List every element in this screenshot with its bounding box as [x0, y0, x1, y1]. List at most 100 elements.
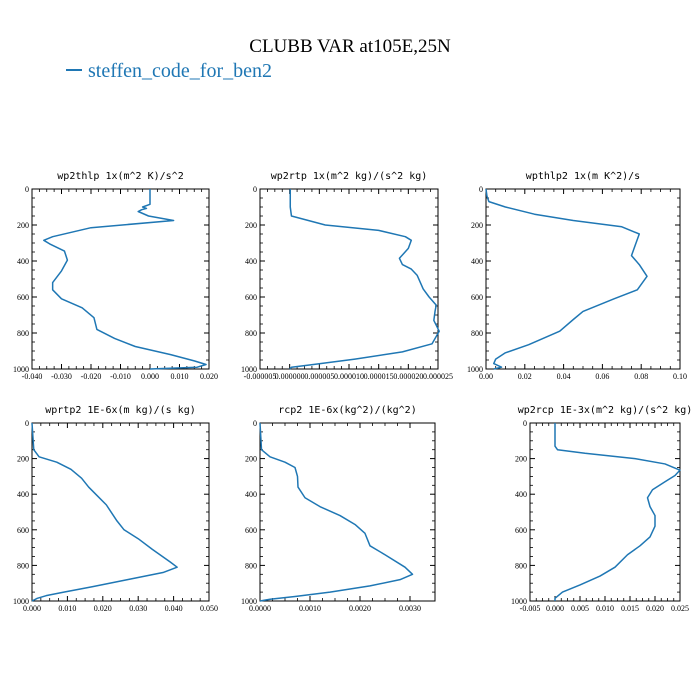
y-tick-label: 600: [245, 293, 257, 302]
x-tick-label: 0.050: [200, 604, 218, 613]
y-tick-label: 200: [515, 455, 527, 464]
x-tick-label: 0.015: [621, 604, 639, 613]
y-tick-label: 1000: [241, 597, 257, 606]
plot-frame: [485, 188, 681, 370]
x-tick-label: 0.0000: [249, 604, 271, 613]
subplot-5: rcp2 1E-6x(kg^2)/(kg^2) 0.0000 0.0010 0.002…: [241, 405, 436, 613]
x-tick-label: 0.000: [141, 372, 159, 381]
subplot-title: wp2thlp 1x(m^2 K)/s^2: [57, 171, 183, 182]
x-tick-label: 0.0010: [299, 604, 321, 613]
x-tick-label: 0.000: [23, 604, 41, 613]
legend-swatch: [66, 69, 82, 72]
y-tick-label: 800: [17, 561, 29, 570]
series-line: [43, 189, 207, 370]
y-tick-label: 600: [17, 526, 29, 535]
figure-title: CLUBB VAR at105E,25N: [249, 36, 451, 57]
y-tick-label: 600: [471, 293, 483, 302]
legend-label: steffen_code_for_ben2: [88, 60, 273, 82]
y-tick-label: 0: [253, 419, 257, 428]
plot-frame: [259, 422, 436, 602]
y-tick-label: 0: [479, 185, 483, 194]
y-tick-label: 400: [17, 490, 29, 499]
y-tick-label: 1000: [13, 365, 29, 374]
x-tick-label: 0.005: [571, 604, 589, 613]
y-tick-label: 400: [17, 257, 29, 266]
legend: steffen_code_for_ben2: [66, 60, 272, 83]
y-tick-label: 600: [17, 293, 29, 302]
series-line: [485, 188, 648, 370]
x-tick-label: -0.000005: [244, 372, 277, 381]
y-tick-label: 1000: [511, 597, 527, 606]
y-tick-label: 400: [245, 257, 257, 266]
series-line: [554, 423, 681, 601]
x-tick-label: 0.04: [557, 372, 571, 381]
x-tick-label: 0.020: [200, 372, 218, 381]
x-tick-label: 0.000005: [304, 372, 334, 381]
x-tick-label: 0.00: [479, 372, 493, 381]
series-line: [31, 422, 178, 602]
series-line: [289, 189, 440, 370]
x-tick-label: -0.010: [110, 372, 131, 381]
x-tick-label: 0.06: [595, 372, 609, 381]
y-tick-label: 200: [471, 221, 483, 230]
x-tick-label: 0.020: [646, 604, 664, 613]
y-tick-label: 1000: [467, 365, 483, 374]
x-tick-label: -0.020: [81, 372, 102, 381]
subplot-title: wpthlp2 1x(m K^2)/s: [526, 171, 640, 182]
x-tick-label: -0.040: [22, 372, 43, 381]
x-tick-label: 0.000015: [364, 372, 394, 381]
series-line: [259, 422, 414, 602]
y-tick-label: 600: [515, 526, 527, 535]
x-tick-label: 0.10: [673, 372, 687, 381]
y-tick-label: 200: [17, 221, 29, 230]
y-tick-label: 600: [245, 526, 257, 535]
x-tick-label: 0.000025: [423, 372, 453, 381]
y-tick-label: 200: [245, 221, 257, 230]
plot-frame: [529, 422, 681, 602]
x-tick-label: 0.000: [546, 604, 564, 613]
y-tick-label: 1000: [13, 597, 29, 606]
y-tick-label: 800: [245, 561, 257, 570]
subplot-title: wprtp2 1E-6x(m kg)/(s kg): [45, 405, 196, 416]
x-tick-label: 0.025: [671, 604, 689, 613]
x-tick-label: 0.000020: [393, 372, 423, 381]
subplot-title: wp2rtp 1x(m^2 kg)/(s^2 kg): [271, 171, 428, 182]
plot-frame: [31, 422, 210, 602]
y-tick-label: 800: [471, 329, 483, 338]
y-tick-label: 200: [17, 455, 29, 464]
y-tick-label: 0: [253, 185, 257, 194]
y-tick-label: 400: [471, 257, 483, 266]
y-tick-label: 800: [17, 329, 29, 338]
plot-frame: [31, 188, 210, 370]
x-tick-label: 0.010: [171, 372, 189, 381]
y-tick-label: 200: [245, 455, 257, 464]
x-tick-label: 0.0030: [399, 604, 421, 613]
y-tick-label: 400: [245, 490, 257, 499]
x-tick-label: 0.02: [518, 372, 532, 381]
x-tick-label: 0.000000: [275, 372, 305, 381]
x-tick-label: 0.010: [596, 604, 614, 613]
y-tick-label: 0: [25, 185, 29, 194]
subplot-title: rcp2 1E-6x(kg^2)/(kg^2): [278, 405, 416, 416]
x-tick-label: 0.000010: [334, 372, 364, 381]
x-tick-label: 0.040: [165, 604, 183, 613]
subplot-3: wpthlp2 1x(m K^2)/s 0.00 0.02 0.04 0.06 0.08 0…: [467, 171, 687, 381]
plot-frame: [259, 188, 439, 370]
x-tick-label: 0.08: [634, 372, 648, 381]
y-tick-label: 400: [515, 490, 527, 499]
x-tick-label: 0.030: [129, 604, 147, 613]
x-tick-label: -0.030: [51, 372, 72, 381]
x-tick-label: 0.0020: [349, 604, 371, 613]
y-tick-label: 800: [515, 561, 527, 570]
y-tick-label: 0: [25, 419, 29, 428]
y-tick-label: 800: [245, 329, 257, 338]
x-tick-label: 0.020: [94, 604, 112, 613]
y-tick-label: 0: [523, 419, 527, 428]
y-tick-label: 1000: [241, 365, 257, 374]
subplot-1: wp2thlp 1x(m^2 K)/s^2 -0.040 -0.030 -0.020-…: [13, 171, 218, 381]
x-tick-label: -0.005: [520, 604, 541, 613]
subplot-4: wprtp2 1E-6x(m kg)/(s kg) 0.000 0.010 0.020…: [13, 405, 218, 613]
subplot-2: wp2rtp 1x(m^2 kg)/(s^2 kg)-0.0000050.000…: [241, 171, 453, 381]
x-tick-label: 0.010: [58, 604, 76, 613]
